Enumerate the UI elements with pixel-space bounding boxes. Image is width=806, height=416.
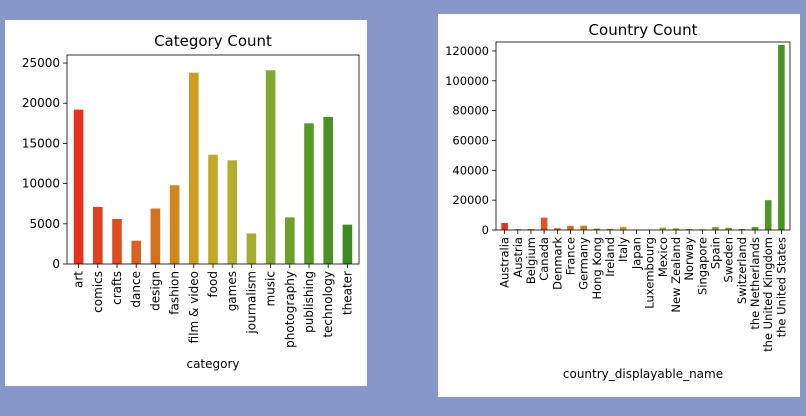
- y-tick-label: 25000: [22, 56, 60, 70]
- x-tick-label: publishing: [302, 271, 316, 333]
- bar: [189, 72, 199, 265]
- x-axis-label: country_displayable_name: [563, 367, 723, 381]
- x-tick-label: Ireland: [603, 237, 617, 277]
- bar: [659, 227, 667, 230]
- bar: [246, 233, 257, 264]
- x-tick-label: music: [264, 271, 278, 306]
- x-tick-label: Sweden: [722, 237, 736, 282]
- chart-title: Category Count: [154, 32, 272, 50]
- x-tick-label: theater: [340, 271, 354, 315]
- x-tick-label: design: [148, 271, 162, 311]
- bar: [131, 240, 141, 264]
- x-tick-label: dance: [129, 271, 143, 308]
- bar: [725, 227, 732, 230]
- bar: [227, 160, 237, 264]
- x-tick-label: film & video: [187, 271, 201, 343]
- x-tick-label: Singapore: [695, 237, 709, 295]
- category-chart-panel: Category Count category 0 5000 10000 15000 2…: [5, 20, 367, 386]
- x-tick-label: photography: [283, 271, 297, 348]
- x-tick-label: art: [72, 271, 86, 288]
- x-tick-label: the United Kingdom: [761, 237, 775, 352]
- x-tick-label: journalism: [244, 271, 258, 335]
- x-tick-label: Italy: [616, 237, 630, 262]
- bar: [567, 225, 574, 230]
- y-tick-label: 40000: [452, 163, 489, 177]
- y-tick-label: 15000: [22, 136, 60, 150]
- x-tick-label: technology: [321, 271, 335, 338]
- bar: [738, 228, 746, 230]
- bar: [540, 217, 548, 230]
- bar: [751, 227, 759, 230]
- bar: [169, 185, 180, 264]
- category-count-chart: Category Count category 0 5000 10000 15000 2…: [22, 32, 360, 371]
- y-tick-label: 100000: [445, 74, 489, 88]
- x-tick-label: crafts: [110, 271, 124, 305]
- y-tick-label: 120000: [445, 44, 489, 58]
- x-tick-label: France: [564, 237, 578, 275]
- x-tick-label: the United States: [774, 237, 788, 337]
- bar: [778, 44, 785, 231]
- x-tick-label: Mexico: [656, 237, 670, 277]
- bar: [712, 227, 719, 230]
- bar: [672, 228, 680, 230]
- x-axis-label: category: [186, 357, 239, 371]
- bar: [112, 218, 122, 264]
- x-tick-label: Spain: [709, 237, 723, 269]
- x-tick-label: Germany: [577, 237, 591, 290]
- country-chart-panel: Country Count country_displayable_name 0…: [438, 14, 800, 397]
- y-tick-label: 20000: [452, 193, 489, 207]
- plot-frame: [495, 41, 791, 231]
- bar: [93, 206, 103, 264]
- y-tick-label: 0: [482, 223, 489, 237]
- bar: [580, 225, 587, 230]
- x-tick-label: comics: [91, 271, 105, 313]
- bar: [323, 116, 333, 265]
- x-tick-label: Canada: [537, 237, 551, 281]
- bar: [342, 224, 353, 264]
- x-tick-label: Australia: [498, 237, 512, 288]
- bar: [285, 217, 295, 264]
- bar: [606, 228, 614, 230]
- bar: [554, 228, 561, 230]
- x-tick-label: the Netherlands: [748, 237, 762, 330]
- x-tick-label: fashion: [168, 271, 182, 315]
- x-tick-label: games: [225, 271, 239, 311]
- bar: [619, 226, 627, 230]
- x-tick-label: Luxembourg: [643, 237, 657, 309]
- bar: [73, 109, 84, 264]
- y-tick-label: 20000: [22, 96, 60, 110]
- bar: [265, 70, 276, 264]
- x-tick-label: Norway: [682, 237, 696, 281]
- bar: [593, 228, 601, 230]
- x-tick-label: New Zealand: [669, 237, 683, 313]
- bar: [501, 222, 508, 230]
- bar: [150, 208, 161, 264]
- x-tick-label: Denmark: [550, 237, 564, 290]
- x-tick-label: Switzerland: [735, 237, 749, 304]
- x-tick-label: food: [206, 271, 220, 298]
- y-tick-label: 0: [52, 257, 60, 271]
- y-tick-label: 5000: [29, 217, 60, 231]
- bar: [208, 154, 218, 264]
- x-tick-label: Belgium: [524, 237, 538, 284]
- bar: [685, 228, 693, 230]
- bar: [527, 229, 535, 230]
- y-tick-label: 10000: [22, 177, 60, 191]
- chart-title: Country Count: [589, 21, 698, 39]
- x-tick-label: Austria: [511, 237, 525, 278]
- x-tick-label: Japan: [629, 237, 643, 270]
- x-tick-label: Hong Kong: [590, 237, 604, 300]
- y-tick-label: 80000: [452, 104, 489, 118]
- country-count-chart: Country Count country_displayable_name 0…: [445, 21, 791, 381]
- bar: [764, 200, 772, 230]
- bar: [304, 123, 314, 264]
- y-tick-label: 60000: [452, 133, 489, 147]
